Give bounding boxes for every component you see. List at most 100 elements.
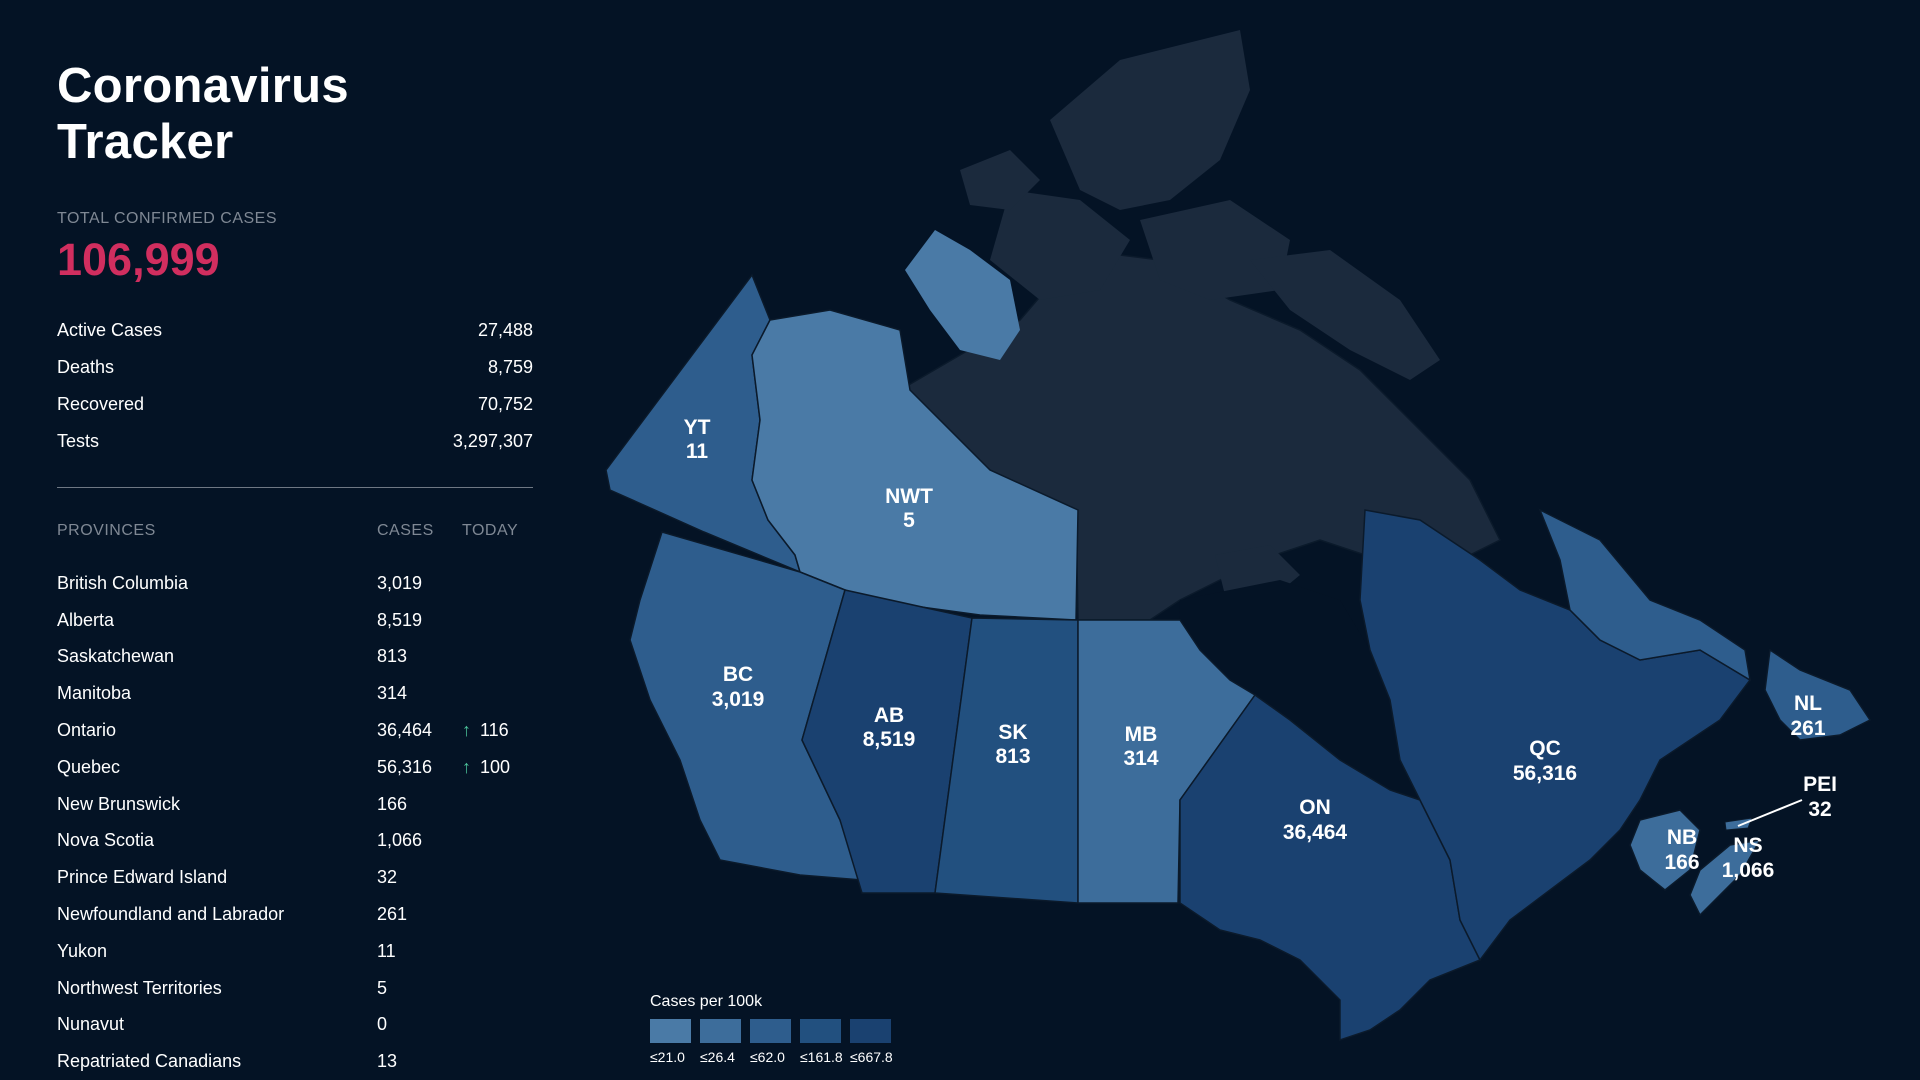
map-legend: Cases per 100k ≤21.0 ≤26.4 ≤62.0 ≤161.8 … [650, 993, 900, 1065]
label-mb-cases: 314 [1123, 747, 1158, 770]
province-cases: 0 [377, 1014, 388, 1035]
province-nl-island[interactable] [1764, 648, 1872, 741]
label-yt-cases: 11 [686, 440, 709, 463]
table-row: Quebec 56,316 ↑ 100 [57, 749, 533, 786]
legend-title: Cases per 100k [650, 993, 763, 1010]
province-name: Newfoundland and Labrador [57, 904, 285, 925]
province-cases: 261 [377, 904, 408, 925]
legend-swatch-2 [700, 1019, 741, 1043]
pei-leader-line [1737, 799, 1803, 827]
province-cases: 3,019 [377, 572, 423, 593]
nwt-island [905, 230, 1020, 360]
legend-swatch-4 [800, 1019, 841, 1043]
province-cases: 5 [377, 977, 388, 998]
table-row: Ontario 36,464 ↑ 116 [57, 712, 533, 749]
page-title: Coronavirus Tracker [57, 59, 349, 169]
stat-value: 27,488 [477, 320, 533, 340]
province-name: Ontario [57, 720, 117, 741]
label-nb-abbr: NB [1667, 826, 1697, 849]
province-cases: 13 [377, 1051, 398, 1072]
province-cases: 36,464 [377, 720, 433, 741]
legend-swatches [650, 1019, 900, 1043]
header-provinces: PROVINCES [57, 522, 156, 539]
total-value: 106,999 [57, 234, 220, 285]
stat-active-cases: Active Cases 27,488 [57, 312, 533, 349]
label-nwt-cases: 5 [903, 509, 915, 532]
legend-label-4: ≤161.8 [800, 1049, 843, 1065]
divider [57, 487, 533, 488]
province-nl-labrador[interactable] [1538, 508, 1752, 682]
provinces-table-header: PROVINCES CASES TODAY [57, 522, 533, 540]
label-ns-abbr: NS [1733, 834, 1762, 857]
arrow-up-icon: ↑ [462, 756, 471, 777]
province-ns[interactable] [1689, 839, 1762, 917]
label-nwt-abbr: NWT [885, 485, 933, 508]
province-cases: 1,066 [377, 830, 423, 851]
label-bc-abbr: BC [723, 663, 753, 686]
arctic-island-3 [1140, 200, 1290, 300]
label-nl-cases: 261 [1790, 717, 1825, 740]
table-row: Alberta 8,519 [57, 602, 533, 639]
header-today: TODAY [462, 522, 519, 539]
stat-label: Tests [57, 431, 100, 451]
label-sk-cases: 813 [995, 745, 1030, 768]
table-row: Northwest Territories 5 [57, 970, 533, 1007]
province-cases: 56,316 [377, 756, 433, 777]
province-today-value: 100 [480, 756, 511, 777]
label-pei-cases: 32 [1808, 798, 1831, 821]
total-label: TOTAL CONFIRMED CASES [57, 210, 278, 227]
table-row: Nova Scotia 1,066 [57, 823, 533, 860]
province-pei[interactable] [1724, 817, 1753, 831]
label-on-cases: 36,464 [1283, 821, 1348, 844]
province-name: Repatriated Canadians [57, 1051, 242, 1072]
legend-swatch-3 [750, 1019, 791, 1043]
label-pei-abbr: PEI [1803, 773, 1837, 796]
label-qc-cases: 56,316 [1513, 762, 1577, 785]
arctic-island-1 [1050, 30, 1250, 210]
arctic-island-2 [990, 190, 1130, 300]
label-ns-cases: 1,066 [1722, 859, 1775, 882]
table-row: Prince Edward Island 32 [57, 859, 533, 896]
province-name: Prince Edward Island [57, 867, 228, 888]
province-name: Quebec [57, 756, 121, 777]
stat-deaths: Deaths 8,759 [57, 349, 533, 386]
map-labels: YT 11 NWT 5 BC 3,019 AB 8,519 SK 813 MB … [684, 416, 1837, 882]
label-nb-cases: 166 [1664, 851, 1699, 874]
table-row: Manitoba 314 [57, 675, 533, 712]
province-name: Northwest Territories [57, 977, 222, 998]
stat-value: 70,752 [477, 394, 533, 414]
label-bc-cases: 3,019 [712, 688, 765, 711]
stat-label: Active Cases [57, 320, 163, 340]
legend-label-1: ≤21.0 [650, 1049, 685, 1065]
stat-tests: Tests 3,297,307 [57, 423, 533, 460]
stat-label: Deaths [57, 357, 115, 377]
province-cases: 11 [377, 940, 396, 961]
province-today: ↑ 100 [462, 757, 533, 778]
province-cases: 8,519 [377, 609, 423, 630]
province-on[interactable] [1179, 693, 1482, 1042]
province-name: Saskatchewan [57, 646, 175, 667]
stat-value: 8,759 [487, 357, 533, 377]
nunavut-region[interactable] [898, 30, 1502, 621]
stat-label: Recovered [57, 394, 145, 414]
provinces-table: British Columbia 3,019 Alberta 8,519 Saskatc… [57, 565, 533, 1080]
label-ab-cases: 8,519 [863, 728, 916, 751]
province-cases: 314 [377, 683, 408, 704]
legend-label-2: ≤26.4 [700, 1049, 735, 1065]
province-cases: 166 [377, 793, 408, 814]
label-sk-abbr: SK [998, 721, 1027, 744]
province-nb[interactable] [1629, 809, 1701, 891]
province-name: Alberta [57, 609, 115, 630]
province-cases: 813 [377, 646, 408, 667]
header-cases: CASES [377, 522, 434, 539]
province-name: Yukon [57, 940, 108, 961]
province-name: Nova Scotia [57, 830, 155, 851]
arctic-island-5 [1250, 250, 1440, 380]
label-nl-abbr: NL [1794, 692, 1822, 715]
legend-swatch-5 [850, 1019, 891, 1043]
legend-label-5: ≤667.8 [850, 1049, 893, 1065]
stats-sidebar: Coronavirus Tracker TOTAL CONFIRMED CASE… [57, 58, 533, 1080]
table-row: Yukon 11 [57, 933, 533, 970]
